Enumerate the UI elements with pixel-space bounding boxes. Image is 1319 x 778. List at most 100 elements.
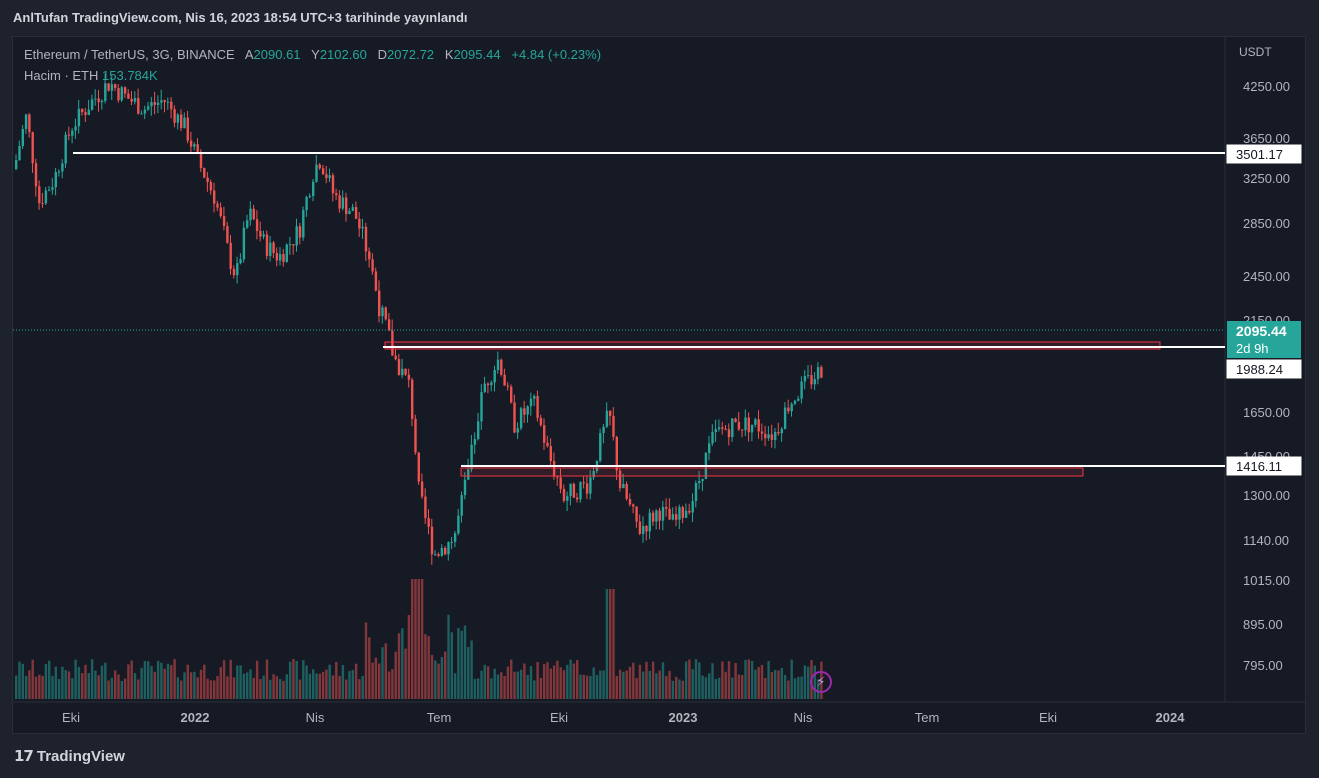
candle-body [368,251,371,260]
symbol-title[interactable]: Ethereum / TetherUS, 3G, BINANCE [24,47,235,62]
candle-body [737,421,741,430]
volume-bar [180,680,183,699]
volume-bar [222,660,226,699]
candle-body [533,396,536,399]
volume-bar [127,664,130,699]
candle-body [295,226,298,246]
candle-body [259,230,262,237]
volume-bar [84,664,87,699]
candle-body [516,428,519,433]
candle-body [552,461,556,477]
candle-body [28,114,31,133]
candle-body [526,406,529,415]
volume-bar [338,676,341,699]
candle-body [744,417,747,431]
candle-body [358,218,361,229]
candle-body [229,242,232,269]
candle-body [71,130,74,136]
candle-body [585,483,589,494]
volume-bar [318,673,321,699]
candle-body [203,167,206,178]
volume-bar [585,675,589,699]
candle-body [543,425,546,443]
symbol-legend: Ethereum / TetherUS, 3G, BINANCE A2090.6… [24,47,601,62]
candle-body [546,442,549,447]
candle-body [711,432,714,444]
volume-bar [117,674,120,699]
volume-bar [298,679,302,699]
volume-bar [236,665,239,699]
volume-bar [582,674,585,699]
volume-bar [470,640,473,699]
volume-bar [345,679,348,699]
candle-body [351,207,354,211]
candle-body [312,181,315,196]
volume-label[interactable]: Hacim · ETH [24,68,99,83]
candle-body [529,398,533,407]
volume-bar [331,675,335,699]
candle-body [780,428,783,434]
chart-canvas[interactable]: USDT 4250.00 3650.00 3250.00 2850.00 2450.00 2… [13,37,1307,735]
volume-bar [170,665,173,699]
volume-bar [721,661,724,699]
price-tick-label: 895.00 [1243,617,1283,632]
volume-bar [510,659,513,699]
volume-bar [440,657,444,699]
volume-bar [176,677,180,699]
candle-body [127,93,130,99]
volume-bar [526,674,529,699]
volume-bar [493,668,496,699]
volume-bar [658,670,661,699]
level-low-label-box [1226,456,1302,476]
volume-bar [407,615,411,699]
volume-bar [15,675,18,699]
candle-body [193,144,196,147]
candle-body [701,478,704,481]
volume-bar [602,670,605,699]
candle-body [444,547,447,555]
volume-bar [325,669,328,699]
volume-bar [496,674,500,699]
volume-bar [183,672,186,699]
volume-bar [130,660,133,699]
candle-body [480,392,483,422]
candle-body [790,403,793,412]
volume-bar [387,671,391,699]
volume-bar [160,662,163,699]
volume-bar [378,663,381,699]
volume-bar [694,659,698,699]
volume-bar [328,664,331,699]
candle-body [160,100,163,103]
candle-body [38,186,41,204]
volume-bar [420,579,424,699]
chart-pane[interactable]: USDT 4250.00 3650.00 3250.00 2850.00 2450.00 2… [12,36,1307,735]
open-label: A [244,47,254,62]
low-value: 2072.72 [387,47,435,62]
volume-bar [206,678,209,699]
candle-body [64,134,67,164]
volume-bar [401,628,404,699]
candle-body [483,383,486,393]
volume-bar [774,669,777,699]
volume-bar [123,678,127,699]
tradingview-logo[interactable]: 𝟭𝟳 TradingView [14,747,125,765]
candle-body [668,508,671,520]
volume-bar [562,670,566,699]
candle-body [41,203,44,205]
support-zone [460,467,1084,477]
candle-body [757,419,760,432]
volume-bar [556,660,559,699]
lightning-icon[interactable]: ⚡ [810,671,832,693]
candle-body [635,506,638,522]
candle-body [615,436,618,471]
candle-body [536,396,539,418]
candle-body [453,533,457,542]
candle-body [417,452,420,482]
volume-bar [592,667,595,699]
volume-bar [44,663,48,699]
candle-body [123,87,127,94]
volume-bar [156,660,160,699]
candle-body [800,381,803,399]
candle-body [252,208,255,220]
candle-body [807,375,810,377]
